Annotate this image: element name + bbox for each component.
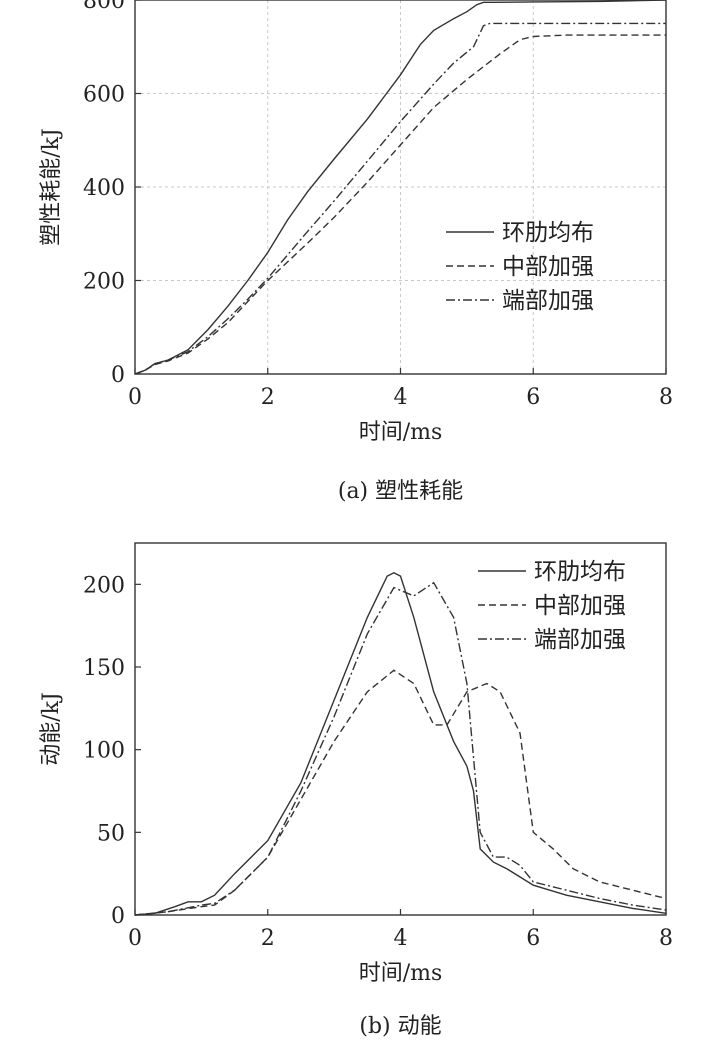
chart1-caption: (a) 塑性耗能 [338,479,463,504]
chart1-y-tick-label: 200 [83,270,125,295]
chart2-series-1-line [134,572,667,916]
chart2-series-3-line [134,581,667,916]
chart2-x-tick-label: 8 [659,926,673,951]
chart1-series-3-line [134,22,666,375]
chart1-x-tick-label: 4 [394,385,408,410]
chart1-x-axis-label: 时间/ms [359,420,443,445]
chart1-series-2-line [134,34,666,375]
chart1-y-tick-label: 800 [83,0,125,14]
chart1-y-tick-label: 400 [83,176,125,201]
chart1-series-1-line [134,0,667,375]
chart1: 0 2 4 6 8 0 200 400 600 800 时间/ms 塑性耗能/kJ 环肋均布中部加强端部… [39,0,673,504]
chart2-x-tick-label: 0 [128,926,142,951]
chart2-legend-label: 中部加强 [534,593,626,619]
chart2-x-axis-label: 时间/ms [359,961,443,986]
chart1-x-tick-label: 0 [128,385,142,410]
chart1-y-tick-label: 0 [111,363,125,388]
chart1-y-tick-label: 600 [83,83,125,108]
chart2-legend-label: 端部加强 [534,627,626,653]
chart2-y-tick-label: 150 [83,656,125,681]
chart2-y-tick-label: 200 [83,573,125,598]
chart2-x-tick-label: 4 [394,926,408,951]
chart2-legend-label: 环肋均布 [534,559,626,585]
chart1-x-tick-label: 8 [659,385,673,410]
chart2-y-tick-label: 100 [83,739,125,764]
chart2-y-tick-label: 0 [111,904,125,929]
chart1-x-tick-label: 2 [261,385,275,410]
chart1-y-axis-label: 塑性耗能/kJ [39,128,64,246]
chart2-y-axis-label: 动能/kJ [39,692,64,766]
chart1-x-tick-label: 6 [526,385,540,410]
chart1-legend-label: 环肋均布 [502,220,594,246]
chart1-legend-label: 端部加强 [502,288,594,314]
chart2-caption: (b) 动能 [359,1014,441,1039]
chart2-x-tick-label: 2 [261,926,275,951]
chart2-x-tick-label: 6 [526,926,540,951]
chart2-y-tick-label: 50 [97,821,125,846]
chart2-series-2-line [134,669,667,916]
chart1-legend-label: 中部加强 [502,254,594,280]
